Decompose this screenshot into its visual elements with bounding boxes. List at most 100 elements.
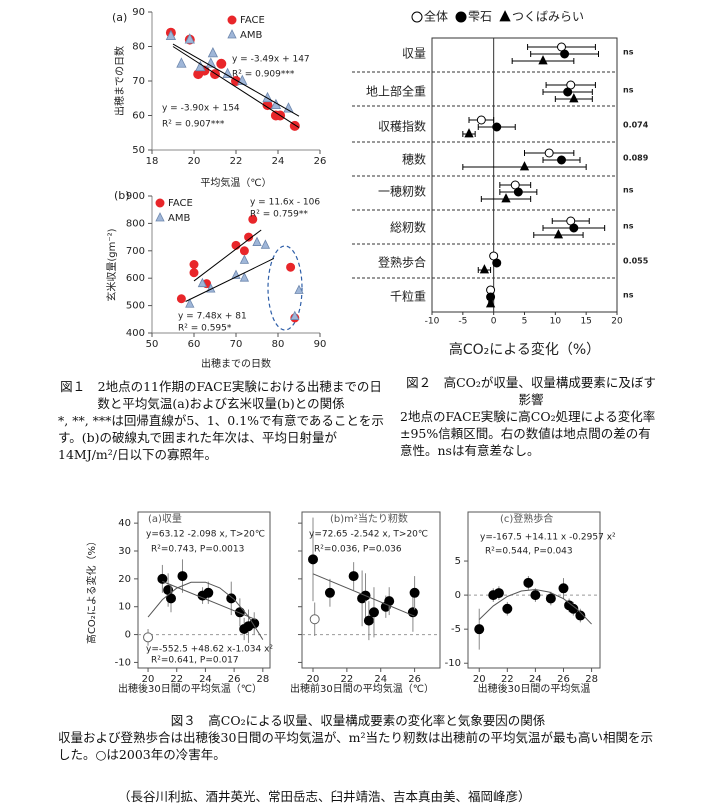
marker (479, 264, 490, 274)
x-tick-label: 50 (146, 339, 159, 350)
fit-line (172, 43, 300, 117)
x-tick-label: 20 (473, 674, 486, 685)
significance-label: 0.055 (623, 257, 649, 266)
panel-title: (a)収量 (148, 513, 182, 525)
x-tick-label: 60 (188, 339, 201, 350)
legend-label: 全体 (424, 9, 448, 24)
x-tick-label: 20 (142, 674, 155, 685)
x-tick-label: 24 (374, 674, 387, 685)
y-tick-label: 700 (126, 246, 145, 257)
legend-marker (411, 11, 423, 23)
marker (294, 284, 304, 294)
y-tick-label: 60 (132, 111, 145, 122)
significance-label: ns (623, 291, 634, 300)
annotation: y = 11.6x - 106 (250, 198, 320, 208)
annotation: R² = 0.759** (250, 210, 308, 220)
fit-line (193, 229, 262, 282)
y-tick-label: 400 (126, 328, 145, 339)
marker (290, 310, 300, 320)
marker (363, 615, 374, 626)
marker (409, 587, 420, 598)
fit-line (147, 581, 264, 640)
x-tick-label: 80 (272, 339, 285, 350)
annotation: y = 7.48x + 81 (178, 312, 247, 322)
x-tick-label: 22 (170, 674, 183, 685)
marker (545, 593, 556, 604)
y-tick-label: 20 (118, 574, 131, 585)
plot-frame (301, 511, 441, 669)
x-tick-label: 18 (146, 156, 159, 167)
y-tick-label: 5 (455, 556, 461, 567)
significance-label: ns (623, 222, 634, 231)
category-label: 総籾数 (390, 220, 426, 235)
x-tick-label: 0 (491, 317, 497, 327)
marker (197, 277, 208, 288)
category-label: 地上部全重 (366, 84, 426, 99)
marker (252, 236, 262, 246)
marker (222, 67, 233, 78)
marker (176, 294, 186, 304)
x-tick-label: -5 (458, 317, 467, 327)
marker (176, 57, 187, 68)
fit-line (312, 573, 415, 617)
marker (485, 298, 496, 308)
annotation: R² = 0.909*** (232, 70, 295, 80)
category-label: 千粒重 (390, 289, 426, 304)
marker (195, 60, 206, 72)
legend-marker (227, 29, 237, 39)
dashed-ellipse (267, 245, 303, 331)
marker (348, 571, 359, 582)
plot-frame (467, 511, 601, 669)
significance-label: 0.074 (623, 121, 649, 130)
marker (308, 554, 319, 565)
legend-marker (455, 11, 467, 23)
x-tick-label: 22 (230, 156, 243, 167)
x-tick-label: -10 (425, 317, 440, 327)
caption-note: 2地点のFACE実験に高CO₂処理による変化率±95%信頼区間。右の数値は地点間… (400, 409, 656, 458)
legend-marker (227, 15, 237, 25)
significance-label: 0.089 (623, 154, 649, 163)
marker (492, 258, 502, 268)
marker (286, 262, 296, 272)
marker (519, 161, 530, 171)
panel-title: (c)登熟歩合 (500, 512, 553, 525)
marker (165, 29, 177, 41)
panel-label: (a) (112, 11, 127, 24)
marker (513, 187, 523, 197)
legend-label: つくばみらい (512, 10, 584, 24)
x-axis-label: 出穂後30日間の平均気温 (478, 682, 591, 695)
y-tick-label: -10 (445, 658, 461, 669)
marker (493, 588, 504, 599)
x-axis-label: 出穂までの日数 (201, 357, 271, 370)
annotation: y=72.65 -2.542 x, T>20℃ (309, 530, 428, 540)
marker (557, 155, 566, 165)
marker (474, 624, 485, 635)
y-tick-label: 70 (132, 76, 145, 87)
marker (501, 193, 511, 203)
marker (523, 577, 534, 588)
panel-label: (b) (114, 189, 130, 202)
y-tick-label: 90 (132, 7, 145, 18)
x-tick-label: 26 (314, 156, 327, 167)
marker (248, 214, 258, 224)
annotation: R² = 0.907*** (162, 120, 225, 130)
significance-label: ns (623, 48, 634, 57)
y-tick-label: 10 (118, 602, 131, 613)
y-tick-label: -5 (451, 624, 461, 635)
marker (530, 590, 541, 601)
x-tick-label: 20 (611, 317, 623, 327)
marker (324, 587, 335, 598)
y-axis-label: 高CO₂による変化（%） (85, 536, 98, 644)
y-tick-label: 80 (132, 42, 145, 53)
y-tick-label: 900 (126, 191, 145, 202)
annotation: R²=0.544, P=0.043 (485, 547, 573, 557)
marker (207, 47, 219, 58)
y-tick-label: 0 (125, 630, 131, 641)
category-label: 収量 (402, 47, 426, 61)
annotation: R²=0.641, P=0.017 (151, 656, 239, 666)
legend-label: AMB (240, 30, 262, 41)
annotation: y=-552.5 +48.62 x-1.034 x² (146, 645, 273, 655)
y-tick-label: 500 (126, 301, 145, 312)
x-tick-label: 90 (314, 339, 327, 350)
